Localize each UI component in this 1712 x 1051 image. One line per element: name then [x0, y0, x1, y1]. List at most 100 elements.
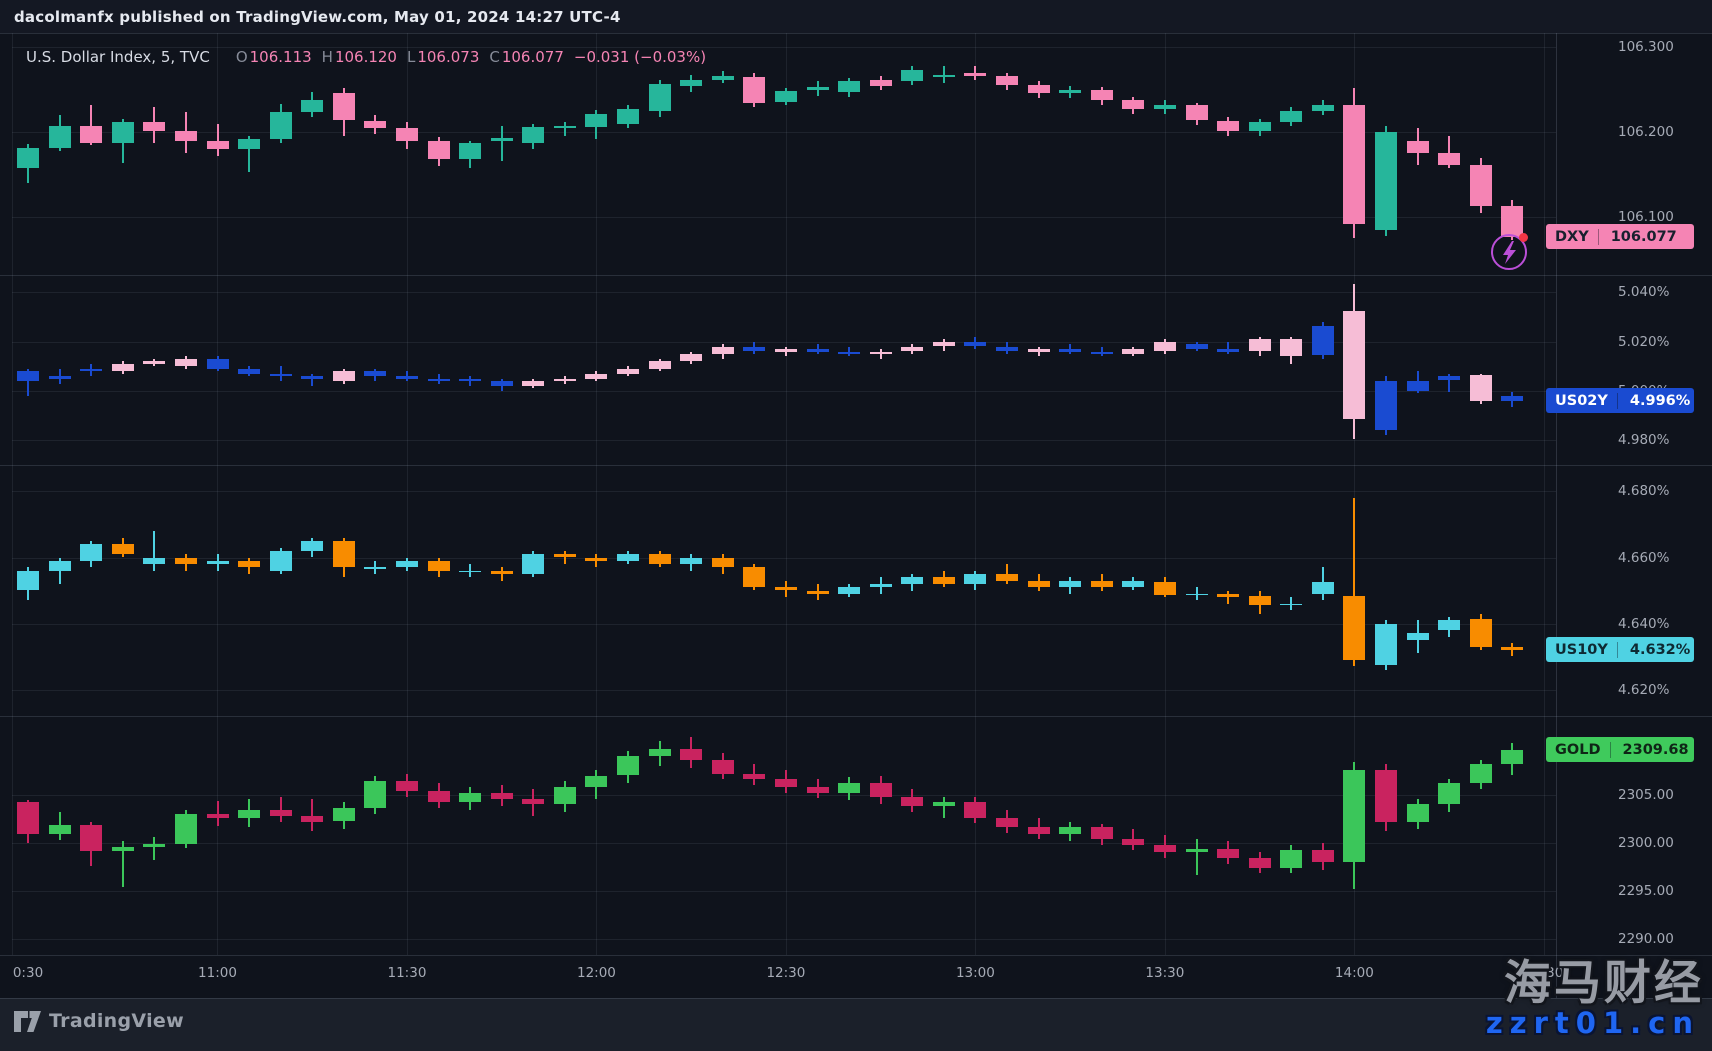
candle	[1343, 769, 1366, 862]
candle	[396, 560, 418, 568]
symbol-legend[interactable]: U.S. Dollar Index, 5, TVC O 106.113 H 106.12…	[26, 48, 706, 66]
time-axis-label[interactable]: 11:00	[198, 965, 237, 981]
time-axis-label[interactable]: 13:30	[1145, 965, 1185, 981]
candle-wick	[58, 557, 61, 584]
candle	[1406, 633, 1429, 640]
price-axis-label[interactable]: 5.040%	[1618, 284, 1670, 301]
candle	[1059, 580, 1082, 588]
candle	[396, 376, 418, 379]
candle	[711, 346, 734, 354]
candle	[332, 371, 355, 382]
candle	[680, 354, 703, 362]
price-axis-label[interactable]: 106.300	[1618, 39, 1674, 56]
candle-wick	[563, 550, 566, 565]
time-axis-label[interactable]: 14:30	[1524, 965, 1564, 981]
candle	[143, 361, 166, 364]
price-axis-label[interactable]: 4.980%	[1618, 432, 1670, 449]
candle	[427, 378, 450, 382]
candle	[996, 76, 1018, 85]
candle	[1311, 582, 1334, 594]
candle	[48, 825, 71, 834]
candle	[1153, 844, 1176, 853]
price-badge-us10y: US10Y 4.632%	[1546, 637, 1694, 663]
candle	[364, 567, 387, 569]
candle-wick	[311, 373, 314, 386]
price-axis-label[interactable]: 5.020%	[1618, 333, 1670, 350]
grid-line-horizontal	[12, 491, 1556, 493]
price-badge-symbol: US02Y	[1555, 392, 1608, 409]
price-axis-label[interactable]: 2295.00	[1618, 882, 1674, 899]
time-axis-label[interactable]: 12:30	[766, 965, 806, 981]
pane-separator	[0, 716, 1712, 717]
candle	[1248, 122, 1271, 131]
candle	[1406, 381, 1429, 391]
price-axis-label[interactable]: 4.620%	[1618, 681, 1670, 698]
candle	[111, 122, 134, 143]
candle	[1501, 646, 1524, 650]
candle-wick	[1227, 341, 1229, 354]
candle	[1469, 164, 1492, 207]
candle	[459, 378, 482, 382]
price-axis-label[interactable]: 4.640%	[1618, 615, 1670, 632]
candle	[1374, 623, 1397, 665]
candle	[1438, 620, 1461, 631]
candle	[932, 341, 955, 347]
candle	[522, 127, 545, 144]
candle	[869, 583, 892, 588]
tradingview-logo[interactable]: TradingView	[14, 1010, 184, 1032]
candle	[1153, 582, 1176, 596]
candle	[1027, 827, 1050, 834]
grid-line-horizontal	[12, 292, 1556, 294]
time-axis-label[interactable]: 0:30	[12, 965, 44, 981]
candle	[17, 371, 39, 382]
time-axis-label[interactable]: 12:00	[576, 965, 616, 981]
candle-wick	[153, 531, 156, 571]
candle	[301, 815, 324, 822]
candle	[932, 802, 955, 807]
candle	[648, 748, 671, 757]
price-axis-label[interactable]: 2290.00	[1618, 930, 1674, 947]
grid-line-vertical	[975, 33, 977, 955]
tradingview-mark-icon	[14, 1010, 41, 1032]
grid-line-horizontal	[12, 689, 1556, 691]
candle	[1122, 349, 1145, 354]
candle	[774, 90, 797, 102]
time-axis-label[interactable]: 11:30	[387, 965, 427, 981]
candle	[1185, 593, 1208, 596]
candle	[1027, 580, 1050, 588]
candle	[17, 802, 39, 835]
candle-wick	[784, 346, 787, 357]
time-axis-label[interactable]: 13:00	[955, 965, 995, 981]
pane-separator	[0, 33, 1712, 34]
candle	[301, 541, 324, 551]
price-badge-value: 2309.68	[1609, 741, 1694, 758]
legend-symbol-title[interactable]: U.S. Dollar Index, 5, TVC	[26, 48, 210, 66]
candle	[806, 87, 829, 90]
candle	[996, 817, 1018, 828]
candle	[1090, 827, 1113, 839]
candle-wick	[500, 125, 503, 162]
time-axis-label[interactable]: 14:00	[1334, 965, 1374, 981]
candle	[1248, 858, 1271, 868]
candle	[1374, 769, 1397, 822]
price-axis-label[interactable]: 4.660%	[1618, 549, 1670, 566]
candle	[459, 792, 482, 803]
tradingview-logo-text: TradingView	[49, 1010, 184, 1032]
candle	[774, 587, 797, 591]
candle	[1248, 595, 1271, 606]
grid-line-horizontal	[12, 557, 1556, 559]
price-axis-label[interactable]: 4.680%	[1618, 483, 1670, 500]
price-axis-label[interactable]: 106.200	[1618, 124, 1674, 141]
candle	[964, 574, 987, 584]
candle	[743, 773, 766, 780]
price-axis-label[interactable]: 106.100	[1618, 209, 1674, 226]
candle	[174, 130, 197, 141]
published-idea-marker[interactable]	[1491, 233, 1528, 270]
grid-line-vertical	[596, 33, 598, 955]
candle	[269, 550, 292, 571]
price-axis-label[interactable]: 2300.00	[1618, 834, 1674, 851]
candle	[1280, 850, 1303, 868]
candle	[174, 358, 197, 367]
price-axis-label[interactable]: 2305.00	[1618, 786, 1674, 803]
candle	[1059, 89, 1082, 94]
